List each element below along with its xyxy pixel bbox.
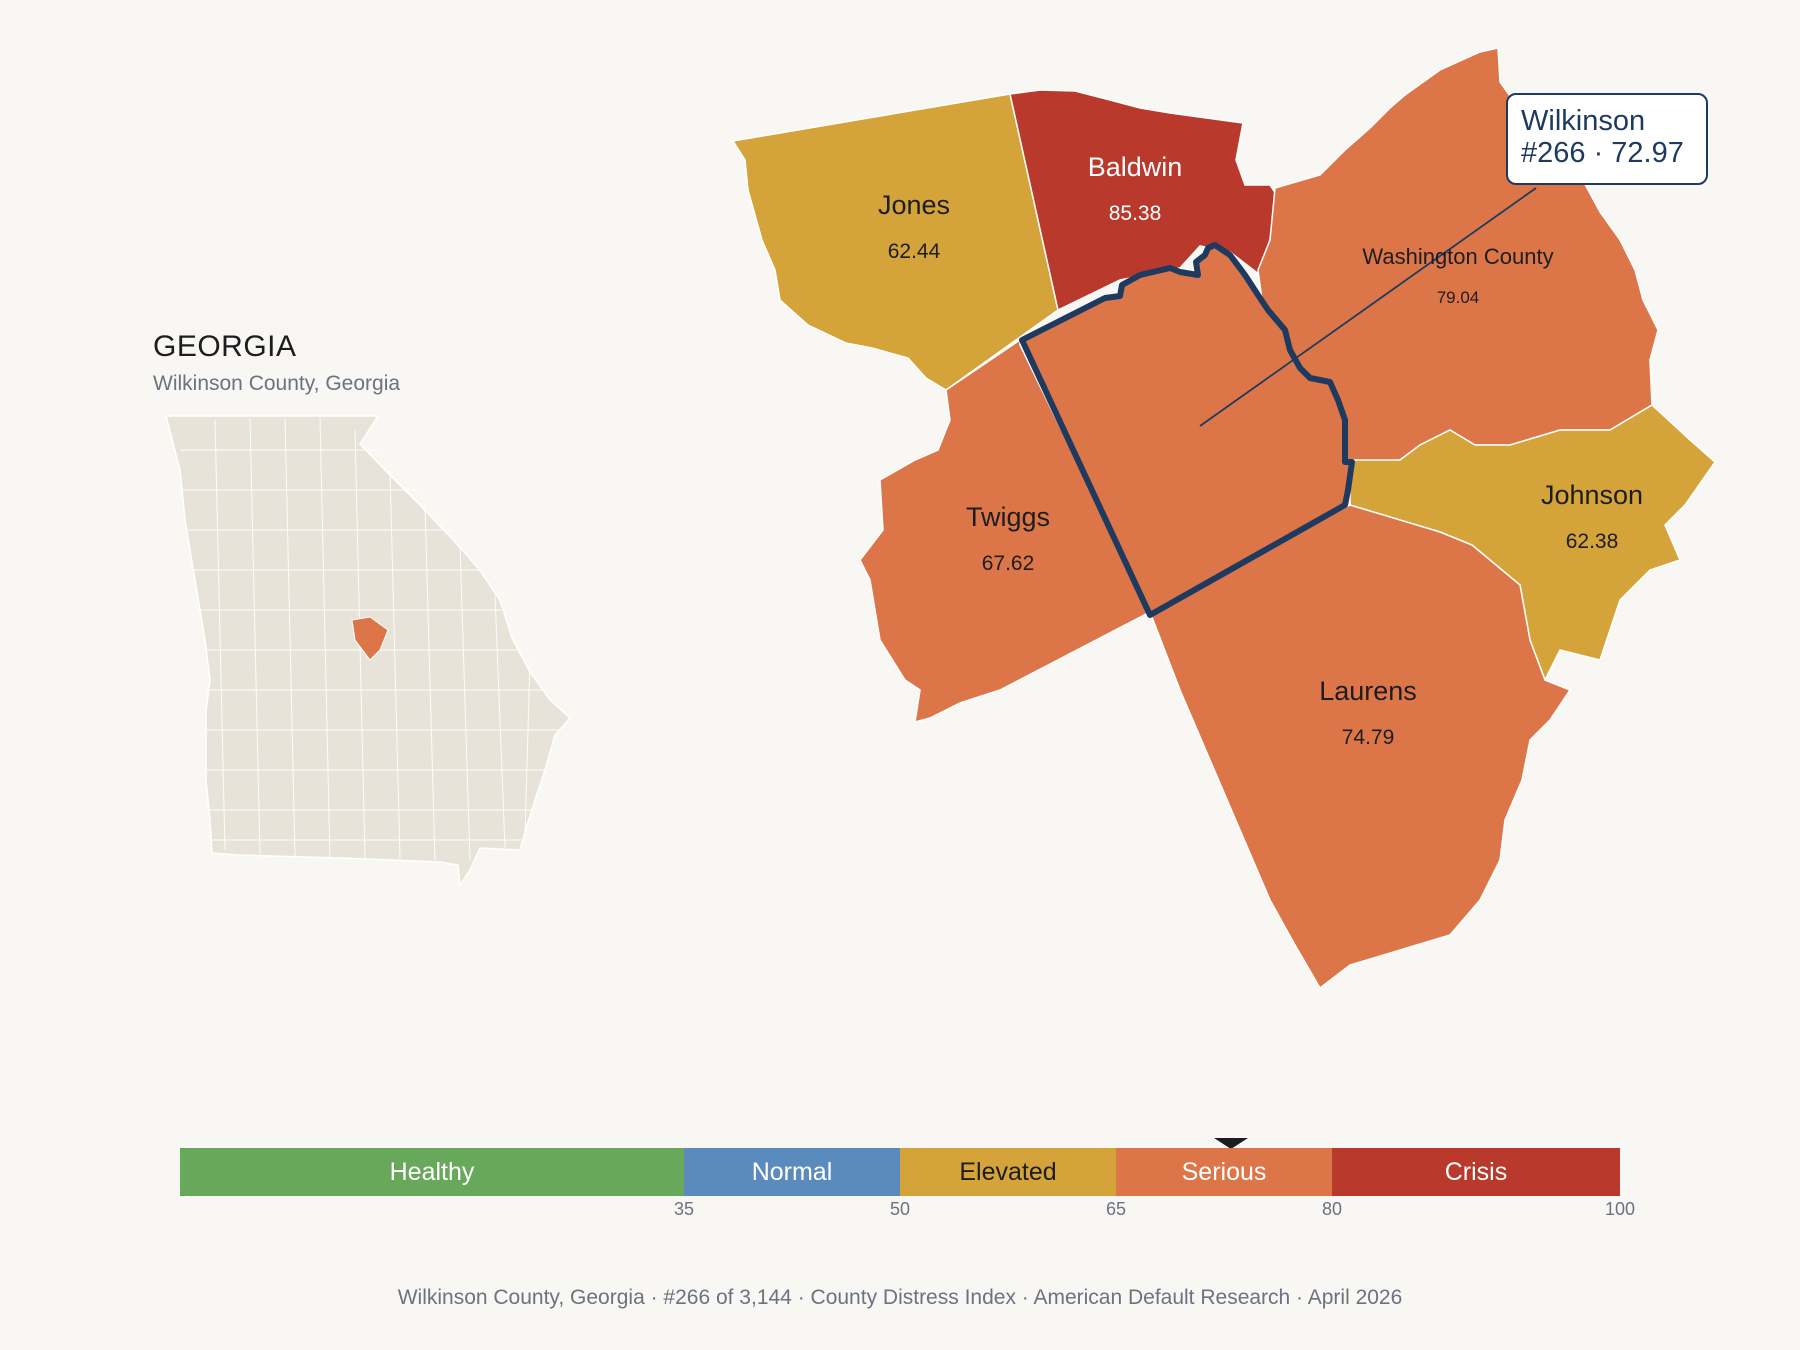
callout-rank-score: #266 · 72.97 bbox=[1521, 137, 1684, 169]
georgia-state-inset bbox=[165, 415, 572, 888]
distress-scale-legend: Healthy Normal Elevated Serious Crisis bbox=[180, 1148, 1620, 1196]
county-value-twiggs: 67.62 bbox=[982, 552, 1035, 575]
legend-segment-elevated: Elevated bbox=[900, 1148, 1116, 1196]
legend-tick-80: 80 bbox=[1321, 1199, 1343, 1219]
callout-county-name: Wilkinson bbox=[1521, 105, 1646, 137]
county-label-jones: Jones bbox=[878, 190, 950, 220]
county-label-washington: Washington County bbox=[1362, 244, 1553, 269]
legend-tick-65: 65 bbox=[1105, 1199, 1127, 1219]
county-laurens[interactable] bbox=[1149, 504, 1572, 990]
county-label-johnson: Johnson bbox=[1541, 480, 1643, 510]
county-jones[interactable] bbox=[731, 93, 1059, 391]
legend-tick-100: 100 bbox=[1604, 1199, 1636, 1219]
legend-segment-normal: Normal bbox=[684, 1148, 900, 1196]
wilkinson-inset-highlight bbox=[351, 616, 389, 661]
score-marker-arrow bbox=[1213, 1138, 1248, 1149]
legend-tick-35: 35 bbox=[673, 1199, 695, 1219]
county-value-laurens: 74.79 bbox=[1342, 726, 1395, 749]
county-value-jones: 62.44 bbox=[888, 240, 941, 263]
county-value-johnson: 62.38 bbox=[1566, 530, 1619, 553]
county-value-washington: 79.04 bbox=[1437, 288, 1480, 307]
focus-county-callout: Wilkinson #266 · 72.97 bbox=[1506, 93, 1708, 185]
county-label-laurens: Laurens bbox=[1319, 676, 1417, 706]
legend-segment-serious: Serious bbox=[1116, 1148, 1332, 1196]
county-label-baldwin: Baldwin bbox=[1088, 152, 1183, 182]
legend-segment-healthy: Healthy bbox=[180, 1148, 684, 1196]
county-grid bbox=[180, 417, 560, 861]
legend-segment-crisis: Crisis bbox=[1332, 1148, 1620, 1196]
footer-caption: Wilkinson County, Georgia · #266 of 3,14… bbox=[397, 1286, 1403, 1309]
callout-leader-line bbox=[1199, 187, 1537, 427]
county-value-baldwin: 85.38 bbox=[1109, 202, 1162, 225]
state-title: GEORGIA bbox=[153, 330, 297, 363]
county-wilkinson[interactable] bbox=[1019, 242, 1355, 618]
legend-tick-50: 50 bbox=[889, 1199, 911, 1219]
county-label-twiggs: Twiggs bbox=[966, 502, 1050, 532]
state-subtitle: Wilkinson County, Georgia bbox=[153, 372, 401, 395]
